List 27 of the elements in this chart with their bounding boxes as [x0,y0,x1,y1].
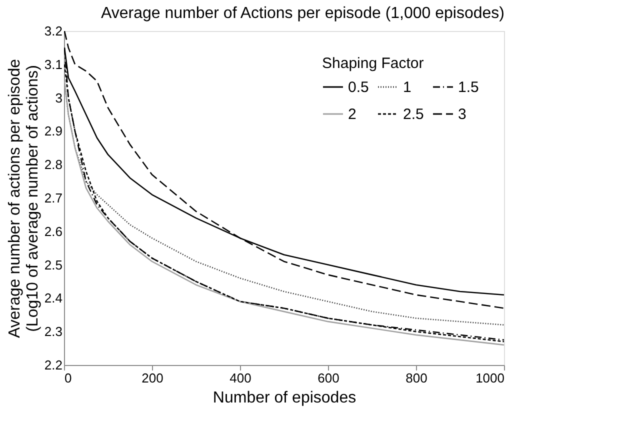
legend-label: 2.5 [403,106,424,123]
y-tick-label: 3.2 [44,24,62,38]
y-tick-label: 2.3 [44,324,62,340]
y-tick-label: 2.6 [44,224,62,239]
y-tick-label: 3.1 [44,56,62,72]
y-tick-label: 2.4 [44,290,62,306]
x-tick-label: 1000 [476,370,504,386]
x-axis-title: Number of episodes [212,390,356,406]
y-tick-label: 2.7 [44,190,62,206]
legend-label: 0.5 [348,79,369,96]
x-tick-label: 400 [230,370,252,386]
chart-title: Average number of Actions per episode (1,000 episodes) [100,5,504,22]
legend-label: 3 [458,106,466,123]
y-tick-label: 2.5 [44,257,62,272]
x-tick-label: 200 [142,370,164,386]
x-tick-label: 800 [406,370,428,386]
legend-label: 2 [348,106,356,123]
y-tick-label: 2.2 [44,358,62,372]
legend-label: 1.5 [458,79,479,96]
y-tick-label: 3 [55,90,62,106]
legend-title: Shaping Factor [322,55,424,72]
y-tick-label: 2.9 [44,124,62,139]
y-axis-title: Average number of actions per episode (Log10 of average number of actions) [6,58,42,338]
legend-label: 1 [403,79,412,96]
x-tick-label: 600 [318,370,340,386]
y-tick-label: 2.8 [44,157,62,172]
x-tick-label: 0 [64,370,72,386]
